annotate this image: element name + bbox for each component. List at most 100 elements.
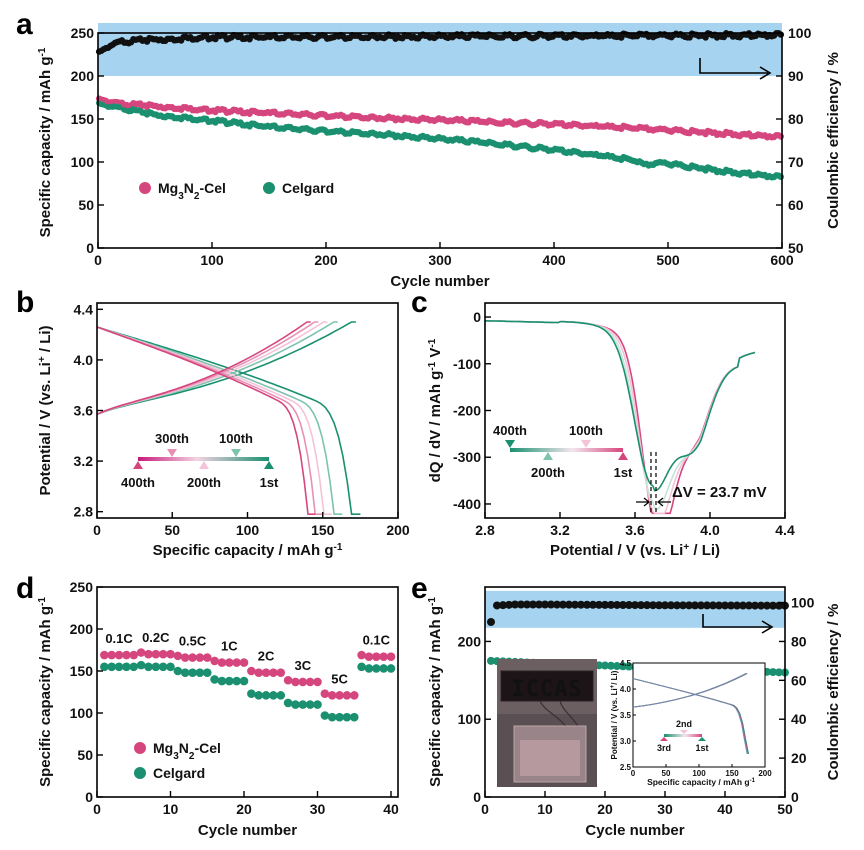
x-tick-label: 150 [311, 522, 335, 538]
y-tick-label: 150 [71, 111, 95, 127]
ce-point [697, 601, 705, 610]
y-tick-label: -400 [453, 496, 481, 512]
x-axis-title: Specific capacity / mAh g-1 [153, 542, 343, 560]
mg3n2-cel-point [107, 650, 116, 660]
mg3n2-cel-point [386, 652, 396, 662]
ce-point [505, 600, 513, 609]
ce-point [547, 600, 555, 609]
x-tick-label: 4.4 [775, 522, 795, 538]
ce-band [98, 23, 782, 76]
ce-point [655, 601, 663, 610]
mg3n2-cel-point [239, 658, 249, 667]
y2-tick-label: 60 [791, 672, 807, 688]
mg3n2-cel-point [364, 652, 374, 662]
ce-point [757, 601, 765, 610]
x-tick-label: 0 [93, 801, 101, 817]
x-axis-title: Cycle number [390, 273, 489, 290]
celgard-point [180, 668, 190, 677]
cycle-gradient-bar [138, 457, 269, 461]
ce-point [745, 601, 753, 610]
y-tick-label: 2.8 [74, 504, 94, 520]
mg3n2-cel-point [342, 691, 352, 700]
y-tick-label: 150 [70, 663, 94, 679]
y-tick-label: -200 [453, 403, 481, 419]
cycle-marker [264, 461, 274, 469]
led-display-text: ICCAS [511, 677, 582, 702]
celgard-point [254, 691, 263, 700]
mg3n2-cel-point [225, 658, 234, 667]
ce-point [667, 601, 675, 610]
y-axis-title: dQ / dV / mAh g-1 V-1 [427, 338, 445, 482]
ce-point [583, 600, 591, 609]
celgard-point [379, 664, 388, 673]
ce-point [517, 600, 525, 609]
y-tick-label: 4.4 [74, 301, 94, 317]
mg3n2-cel-point [100, 650, 109, 660]
x-tick-label: 10 [163, 801, 179, 817]
ce-point [649, 601, 657, 610]
legend-marker [263, 182, 275, 194]
y-tick-label: 0 [86, 240, 94, 256]
inset-discharge-curve [632, 678, 748, 755]
mg3n2-cel-point [166, 649, 175, 659]
rate-label: 5C [331, 671, 348, 686]
legend-label: Mg3N2-Cel [158, 180, 226, 202]
ce-point [565, 600, 573, 609]
ce-point [715, 601, 723, 610]
inset-x-tick-label: 50 [662, 769, 671, 778]
y2-tick-label: 0 [791, 789, 799, 805]
ce-axis-arrow-head [761, 620, 774, 634]
mg3n2-cel-point [158, 649, 168, 659]
y2-tick-label: 50 [788, 240, 804, 256]
mg3n2-cel-point [210, 656, 219, 666]
ce-axis-arrow-head [759, 66, 772, 80]
ce-point [727, 601, 735, 610]
y-tick-label: 0 [473, 309, 481, 325]
mg3n2-cel-point [335, 691, 344, 700]
inset-y-tick-label: 3.0 [620, 737, 632, 746]
ce-point [577, 600, 585, 609]
label-400th: 400th [493, 423, 527, 438]
y2-tick-label: 70 [788, 154, 804, 170]
label-100th: 100th [219, 431, 253, 446]
ce-point [613, 600, 621, 609]
cycle-marker [167, 449, 177, 457]
mg3n2-cel-point [291, 677, 300, 687]
ce-point [775, 601, 783, 610]
x-tick-label: 2.8 [475, 522, 495, 538]
cycle-marker [133, 461, 143, 469]
x-tick-label: 0 [94, 252, 102, 268]
y2-tick-label: 40 [791, 711, 807, 727]
panel-label-e: e [411, 572, 428, 605]
cycle-marker [199, 461, 209, 469]
panel-e-frame [484, 586, 786, 798]
celgard-point [100, 662, 109, 672]
mg3n2-cel-point [269, 668, 278, 677]
label-200th: 200th [187, 475, 221, 490]
ce-point [619, 601, 627, 610]
mg3n2-cel-point [276, 668, 286, 677]
ce-point [661, 601, 669, 610]
x-tick-label: 0 [93, 522, 101, 538]
ce-point [637, 601, 645, 610]
ce-band [485, 590, 785, 628]
ce-point [625, 601, 633, 610]
mg3n2-cel-point [122, 650, 131, 660]
mg3n2-cel-point [232, 658, 241, 667]
celgard-point [210, 675, 219, 684]
celgard-point [607, 661, 615, 670]
mg3n2-cel-point [283, 675, 293, 685]
mg3n2-cel-point [195, 653, 205, 662]
mg3n2-cel-point [379, 652, 388, 662]
x-tick-label: 100 [200, 252, 224, 268]
celgard-point [114, 662, 124, 672]
inset-x-tick-label: 0 [631, 769, 636, 778]
x-tick-label: 40 [383, 801, 399, 817]
inset-label-3rd: 3rd [657, 743, 671, 753]
ce-point [631, 601, 639, 610]
ce-point [559, 600, 567, 609]
celgard-point [225, 676, 234, 686]
ce-point [595, 600, 603, 609]
rate-label: 1C [221, 639, 238, 654]
y2-tick-label: 80 [791, 633, 807, 649]
